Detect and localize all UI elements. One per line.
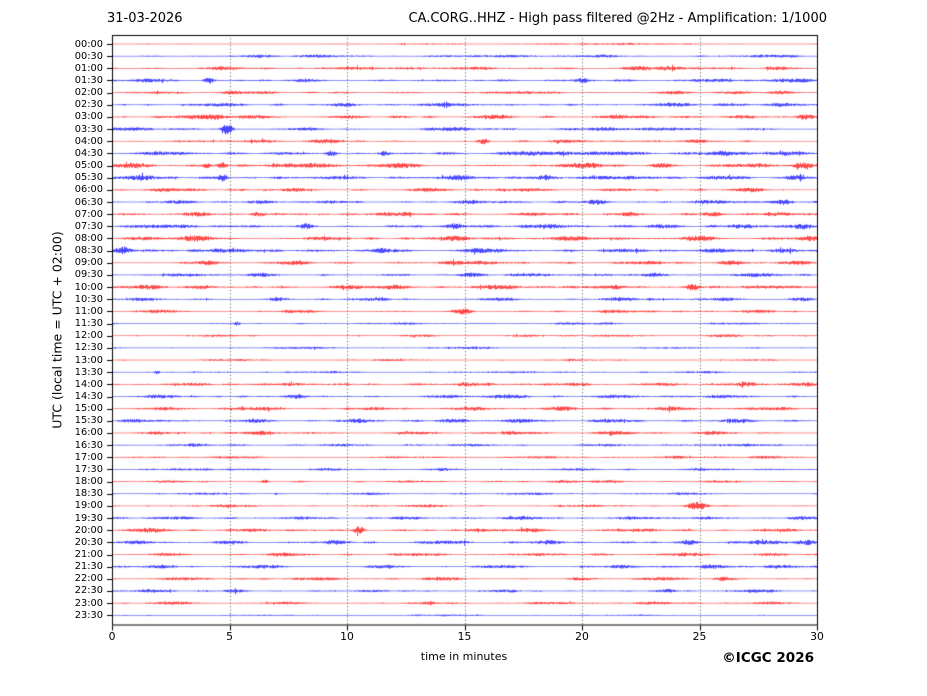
y-tick-label: 16:30: [74, 439, 103, 451]
x-tick-label: 10: [340, 630, 354, 643]
y-tick-label: 17:00: [74, 451, 103, 463]
y-tick-label: 04:30: [74, 147, 103, 159]
y-tick-label: 11:00: [74, 305, 103, 317]
y-tick-label: 09:00: [74, 257, 103, 269]
y-tick-label: 04:00: [74, 135, 103, 147]
y-tick-label: 18:00: [74, 476, 103, 488]
y-tick-label: 13:30: [74, 366, 103, 378]
y-tick-label: 16:00: [74, 427, 103, 439]
y-tick-label: 20:00: [74, 524, 103, 536]
x-tick-label: 30: [810, 630, 824, 643]
y-tick-label: 07:30: [74, 220, 103, 232]
y-tick-label: 10:00: [74, 281, 103, 293]
y-tick-label: 12:00: [74, 330, 103, 342]
y-tick-label: 15:30: [74, 415, 103, 427]
y-tick-label: 21:30: [74, 561, 103, 573]
y-tick-label: 17:30: [74, 463, 103, 475]
y-tick-label: 02:00: [74, 87, 103, 99]
y-tick-label: 03:00: [74, 111, 103, 123]
y-tick-label: 01:30: [74, 74, 103, 86]
y-tick-label: 02:30: [74, 99, 103, 111]
y-tick-label: 01:00: [74, 62, 103, 74]
x-tick-label: 20: [575, 630, 589, 643]
copyright-label: ©ICGC 2026: [722, 650, 814, 666]
y-tick-label: 06:00: [74, 184, 103, 196]
y-tick-label: 19:30: [74, 512, 103, 524]
y-tick-label: 05:30: [74, 172, 103, 184]
y-tick-label: 14:00: [74, 378, 103, 390]
y-tick-label: 07:00: [74, 208, 103, 220]
y-tick-label: 06:30: [74, 196, 103, 208]
y-tick-label: 05:00: [74, 160, 103, 172]
y-tick-label: 15:00: [74, 403, 103, 415]
y-tick-label: 12:30: [74, 342, 103, 354]
y-tick-label: 18:30: [74, 488, 103, 500]
y-tick-label: 09:30: [74, 269, 103, 281]
y-tick-label: 20:30: [74, 536, 103, 548]
date-title: 31-03-2026: [107, 11, 183, 26]
plot-title: CA.CORG..HHZ - High pass filtered @2Hz -…: [408, 11, 827, 26]
y-tick-label: 22:30: [74, 585, 103, 597]
y-tick-label: 13:00: [74, 354, 103, 366]
y-tick-label: 21:00: [74, 549, 103, 561]
y-tick-label: 10:30: [74, 293, 103, 305]
y-tick-label: 14:30: [74, 391, 103, 402]
y-tick-label: 00:00: [74, 38, 103, 50]
x-tick-label: 0: [108, 630, 116, 643]
x-tick-label: 15: [457, 630, 472, 643]
y-tick-label: 11:30: [74, 318, 103, 330]
y-tick-label: 03:30: [74, 123, 103, 135]
y-tick-label: 08:00: [74, 232, 103, 244]
x-tick-label: 5: [226, 630, 233, 643]
y-tick-label: 23:30: [74, 609, 103, 621]
x-tick-label: 25: [692, 630, 707, 643]
y-tick-label: 00:30: [74, 50, 103, 62]
y-tick-label: 19:00: [74, 500, 103, 512]
x-axis-title: time in minutes: [420, 650, 508, 663]
y-tick-label: 08:30: [74, 245, 103, 257]
y-tick-label: 22:00: [74, 573, 103, 585]
y-tick-label: 23:00: [74, 597, 103, 609]
